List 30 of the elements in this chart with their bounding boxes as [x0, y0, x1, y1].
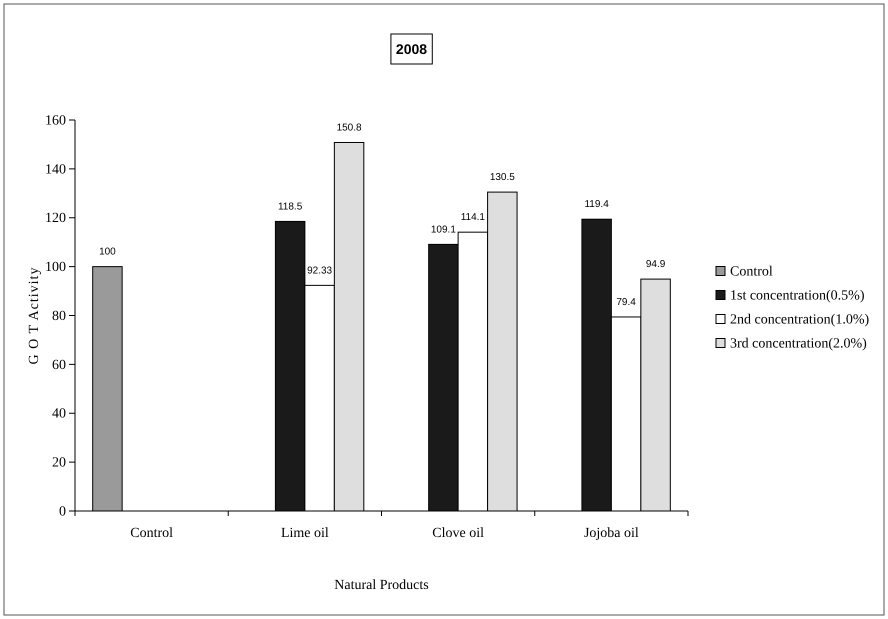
y-tick-label: 0: [59, 504, 66, 520]
legend-label: 2nd concentration(1.0%): [730, 312, 870, 328]
data-label: 130.5: [490, 172, 516, 184]
y-tick-label: 80: [52, 308, 66, 324]
data-label: 100: [99, 246, 116, 258]
x-tick-label: Clove oil: [432, 526, 484, 541]
y-tick-label: 120: [45, 211, 66, 226]
x-tick-label: Control: [130, 526, 174, 541]
y-axis-title: G O T Activity: [27, 266, 42, 364]
y-tick-label: 40: [52, 406, 66, 422]
y-tick-label: 100: [45, 260, 66, 276]
y-tick-label: 160: [45, 113, 66, 128]
y-tick-label: 140: [45, 162, 66, 178]
data-label: 119.4: [584, 199, 610, 210]
chart-title: 2008: [396, 41, 428, 57]
data-label: 79.4: [616, 296, 636, 308]
legend-label: 3rd concentration(2.0%): [730, 336, 868, 352]
legend-label: 1st concentration(0.5%): [730, 288, 865, 304]
data-label: 114.1: [460, 212, 486, 224]
y-tick-label: 60: [52, 358, 66, 373]
legend-label: Control: [730, 264, 773, 280]
data-label: 94.9: [646, 259, 666, 270]
y-tick-label: 20: [52, 456, 66, 471]
x-tick-label: Lime oil: [280, 526, 329, 541]
data-label: 109.1: [430, 224, 456, 236]
x-tick-label: Jojoba oil: [584, 526, 639, 541]
data-label: 118.5: [278, 201, 303, 212]
x-axis-title: Natural Products: [334, 578, 429, 593]
data-label: 92.33: [307, 265, 333, 276]
data-label: 150.8: [336, 122, 362, 134]
